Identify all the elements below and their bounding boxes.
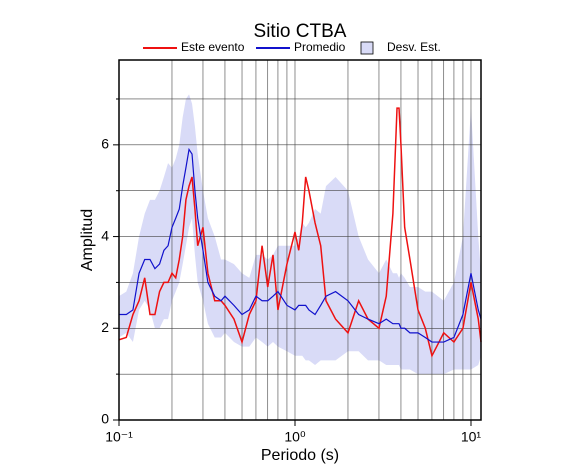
y-tick-label: 0 bbox=[101, 411, 109, 427]
x-tick-label: 10⁻¹ bbox=[105, 429, 133, 445]
legend-label: Desv. Est. bbox=[387, 40, 441, 54]
legend-swatch bbox=[360, 41, 374, 55]
x-tick-label: 10¹ bbox=[461, 429, 482, 445]
y-tick-label: 2 bbox=[101, 319, 109, 335]
std-band bbox=[119, 94, 481, 375]
x-axis-label: Periodo (s) bbox=[261, 447, 339, 464]
x-tick-label: 10⁰ bbox=[284, 429, 306, 445]
y-tick-label: 4 bbox=[101, 227, 109, 243]
series-line bbox=[118, 107, 482, 358]
y-axis-label: Amplitud bbox=[79, 209, 96, 271]
legend-label: Este evento bbox=[181, 40, 245, 54]
legend-label: Promedio bbox=[294, 40, 346, 54]
plot-frame bbox=[118, 59, 482, 421]
y-tick-label: 6 bbox=[101, 136, 109, 152]
series-line bbox=[119, 147, 482, 343]
chart-title: Sitio CTBA bbox=[254, 21, 347, 42]
